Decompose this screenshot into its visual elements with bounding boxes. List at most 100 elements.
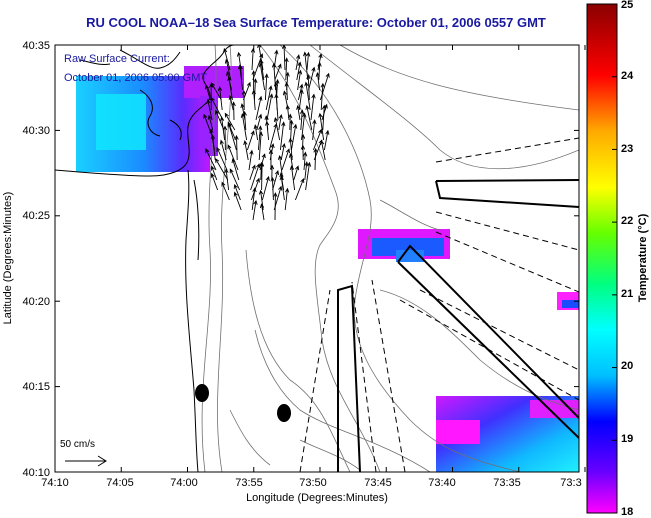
sst-patch-east [557, 292, 579, 310]
current-vector-arrow [249, 164, 256, 181]
current-vector-arrow [207, 114, 214, 131]
current-vector-arrow [288, 113, 293, 131]
current-vector-arrow [259, 161, 265, 191]
current-vector-arrow [301, 112, 307, 141]
current-vector-arrow [274, 93, 279, 121]
current-vector-arrow [323, 129, 330, 151]
current-vector-arrow [258, 189, 264, 211]
current-vector-arrow [233, 191, 242, 211]
map-title: RU COOL NOAA–18 Sea Surface Temperature:… [86, 15, 546, 30]
x-tick-label: 73:35 [493, 477, 521, 489]
colorbar-ticks [612, 3, 617, 514]
current-vector-arrow [259, 203, 265, 221]
current-vector-arrow [252, 53, 264, 81]
current-vector-arrow [222, 125, 228, 151]
current-vector-arrow [318, 112, 325, 141]
current-vector-arrow [268, 149, 274, 171]
x-axis-label: Longitude (Degrees:Minutes) [246, 492, 388, 504]
current-vector-arrow [231, 101, 236, 121]
current-vector-arrow [234, 134, 239, 161]
current-vector-arrow [273, 116, 281, 141]
current-vector-arrow [295, 54, 301, 71]
current-vector-arrow [284, 187, 290, 211]
current-vector-arrow [227, 76, 233, 101]
colorbar-tick-label: 20 [621, 360, 633, 372]
current-vector-arrow [296, 61, 302, 81]
x-tick-labels: 74:10 74:05 74:00 73:55 73:50 73:45 73:4… [41, 477, 581, 489]
colorbar-tick-label: 23 [621, 143, 633, 155]
current-vector-arrow [217, 86, 223, 111]
colorbar-tick-label: 24 [621, 70, 634, 82]
current-vector-arrow [290, 123, 298, 151]
current-vector-arrow [256, 113, 263, 131]
current-label-line2: October 01, 2006 05:00 GMT [64, 72, 207, 84]
colorbar-label: Temperature (°C) [637, 213, 649, 302]
colorbar-tick-label: 22 [621, 215, 633, 227]
current-vector-arrow [281, 148, 290, 171]
current-vector-arrow [279, 175, 285, 201]
current-vector-arrow [277, 154, 284, 181]
current-vector-arrow [303, 51, 309, 81]
y-tick-label: 40:10 [22, 467, 50, 479]
current-vector-arrow [317, 61, 322, 81]
sst-patch-south [436, 396, 579, 472]
current-vector-arrow [208, 82, 214, 111]
current-vector-arrow [296, 104, 301, 121]
current-vector-arrow [215, 158, 229, 181]
buoy-marker [195, 384, 209, 402]
current-vector-arrow [312, 128, 323, 151]
y-tick-label: 40:25 [22, 210, 50, 222]
current-vector-arrow [289, 165, 296, 191]
current-vector-arrow [224, 168, 230, 191]
current-vector-arrow [264, 120, 270, 141]
current-vector-arrow [240, 112, 248, 141]
current-vector-arrow [300, 144, 306, 161]
current-vector-arrow [257, 125, 263, 151]
current-vector-arrow [229, 168, 241, 191]
current-vector-arrow [221, 181, 230, 201]
current-vector-arrow [281, 45, 287, 71]
current-vector-arrow [269, 164, 275, 181]
current-vectors [203, 45, 330, 221]
current-vector-arrow [265, 85, 273, 111]
colorbar-tick-label: 18 [621, 506, 633, 518]
current-vector-arrow [210, 134, 216, 161]
current-vector-arrow [210, 96, 224, 121]
current-vector-arrow [273, 49, 279, 71]
x-tick-label: 73:50 [299, 477, 327, 489]
current-vector-arrow [204, 84, 211, 101]
buoy-marker [277, 404, 291, 422]
x-tick-label: 74:00 [170, 477, 198, 489]
sst-patch-north [76, 66, 244, 172]
current-label-line1: Raw Surface Current: [64, 53, 170, 65]
current-vector-arrow [219, 139, 227, 161]
current-vector-arrow [294, 178, 305, 201]
current-vector-arrow [284, 57, 289, 81]
current-vector-arrow [304, 161, 309, 181]
current-vector-arrow [270, 176, 275, 201]
current-vector-arrow [298, 88, 304, 111]
colorbar-tick-label: 19 [621, 433, 633, 445]
current-vector-arrow [259, 153, 266, 171]
current-vector-arrow [303, 151, 308, 171]
current-vector-arrow [274, 63, 282, 81]
y-axis-label: Latitude (Degrees:Minutes) [2, 192, 14, 325]
y-tick-label: 40:15 [22, 381, 50, 393]
y-tick-label: 40:20 [22, 296, 50, 308]
current-vector-arrow [305, 161, 312, 191]
current-vector-arrow [261, 175, 270, 201]
current-vector-arrow [317, 53, 323, 71]
current-vector-arrow [237, 64, 244, 91]
current-vector-arrow [271, 62, 277, 91]
current-vector-arrow [320, 82, 325, 111]
x-tick-label: 73:3 [560, 477, 581, 489]
current-vector-arrow [219, 116, 226, 141]
sst-patch-middle [358, 229, 450, 262]
y-tick-label: 40:35 [22, 40, 50, 52]
current-vector-arrow [264, 73, 269, 101]
x-tick-label: 74:10 [41, 477, 69, 489]
current-vector-arrow [315, 71, 321, 91]
shipping-lanes [337, 179, 579, 472]
current-vector-arrow [242, 81, 251, 101]
current-vector-arrow [320, 139, 326, 161]
